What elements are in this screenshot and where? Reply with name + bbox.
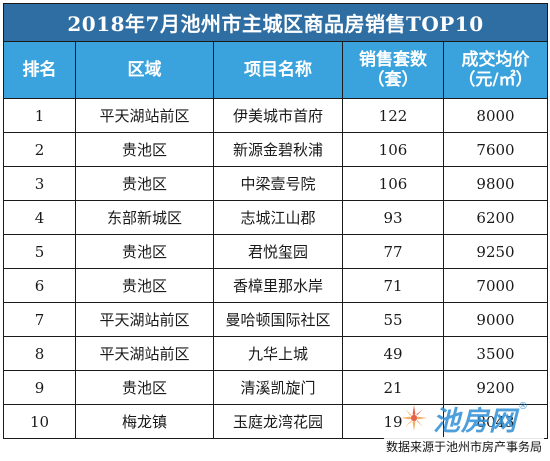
cell-project: 曼哈顿国际社区 bbox=[213, 302, 343, 337]
cell-price: 9800 bbox=[443, 166, 548, 201]
header-area: 区域 bbox=[75, 41, 214, 99]
cell-area: 贵池区 bbox=[75, 370, 214, 405]
cell-price: 8043 bbox=[443, 404, 548, 439]
cell-rank: 7 bbox=[3, 302, 76, 337]
cell-area: 梅龙镇 bbox=[75, 404, 214, 439]
cell-project: 新源金碧秋浦 bbox=[213, 132, 343, 167]
table-row: 7 平天湖站前区 曼哈顿国际社区 55 9000 bbox=[3, 302, 548, 337]
cell-sets: 122 bbox=[342, 98, 444, 133]
cell-price: 7000 bbox=[443, 268, 548, 303]
table-row: 5 贵池区 君悦玺园 77 9250 bbox=[3, 234, 548, 269]
table-header-row: 排名 区域 项目名称 销售套数 （套） 成交均价 （元/㎡） bbox=[3, 41, 548, 99]
cell-area: 平天湖站前区 bbox=[75, 336, 214, 371]
sales-ranking-table: 2018年7月池州市主城区商品房销售TOP10 排名 区域 项目名称 销售套数 … bbox=[3, 3, 548, 439]
cell-sets: 106 bbox=[342, 132, 444, 167]
cell-project: 中梁壹号院 bbox=[213, 166, 343, 201]
cell-price: 3500 bbox=[443, 336, 548, 371]
cell-rank: 9 bbox=[3, 370, 76, 405]
cell-price: 6200 bbox=[443, 200, 548, 235]
header-price-label: 成交均价 bbox=[461, 50, 530, 70]
cell-price: 9200 bbox=[443, 370, 548, 405]
header-price: 成交均价 （元/㎡） bbox=[443, 41, 548, 99]
table-row: 6 贵池区 香樟里那水岸 71 7000 bbox=[3, 268, 548, 303]
cell-sets: 19 bbox=[342, 404, 444, 439]
cell-project: 玉庭龙湾花园 bbox=[213, 404, 343, 439]
cell-area: 平天湖站前区 bbox=[75, 302, 214, 337]
header-sets-label: 销售套数 bbox=[359, 50, 427, 70]
cell-rank: 8 bbox=[3, 336, 76, 371]
cell-rank: 2 bbox=[3, 132, 76, 167]
table-title-row: 2018年7月池州市主城区商品房销售TOP10 bbox=[3, 3, 548, 42]
cell-project: 君悦玺园 bbox=[213, 234, 343, 269]
table-row: 8 平天湖站前区 九华上城 49 3500 bbox=[3, 336, 548, 371]
header-project: 项目名称 bbox=[213, 41, 343, 99]
cell-rank: 6 bbox=[3, 268, 76, 303]
cell-sets: 49 bbox=[342, 336, 444, 371]
table-row: 1 平天湖站前区 伊美城市首府 122 8000 bbox=[3, 98, 548, 133]
cell-project: 九华上城 bbox=[213, 336, 343, 371]
cell-price: 9250 bbox=[443, 234, 548, 269]
cell-rank: 4 bbox=[3, 200, 76, 235]
table-row: 9 贵池区 清溪凯旋门 21 9200 bbox=[3, 370, 548, 405]
header-price-unit: （元/㎡） bbox=[458, 70, 533, 90]
cell-project: 志城江山郡 bbox=[213, 200, 343, 235]
cell-sets: 71 bbox=[342, 268, 444, 303]
cell-rank: 1 bbox=[3, 98, 76, 133]
table-row: 3 贵池区 中梁壹号院 106 9800 bbox=[3, 166, 548, 201]
cell-project: 伊美城市首府 bbox=[213, 98, 343, 133]
table-title: 2018年7月池州市主城区商品房销售TOP10 bbox=[3, 3, 548, 42]
cell-area: 东部新城区 bbox=[75, 200, 214, 235]
table-row: 10 梅龙镇 玉庭龙湾花园 19 8043 bbox=[3, 404, 548, 439]
cell-rank: 3 bbox=[3, 166, 76, 201]
cell-price: 9000 bbox=[443, 302, 548, 337]
cell-area: 贵池区 bbox=[75, 132, 214, 167]
cell-sets: 55 bbox=[342, 302, 444, 337]
source-note: 数据来源于池州市房产事务局 bbox=[383, 437, 544, 456]
cell-area: 贵池区 bbox=[75, 268, 214, 303]
cell-project: 清溪凯旋门 bbox=[213, 370, 343, 405]
cell-sets: 21 bbox=[342, 370, 444, 405]
cell-area: 平天湖站前区 bbox=[75, 98, 214, 133]
cell-area: 贵池区 bbox=[75, 234, 214, 269]
cell-sets: 77 bbox=[342, 234, 444, 269]
cell-price: 7600 bbox=[443, 132, 548, 167]
cell-area: 贵池区 bbox=[75, 166, 214, 201]
cell-price: 8000 bbox=[443, 98, 548, 133]
header-sets: 销售套数 （套） bbox=[342, 41, 444, 99]
table-row: 4 东部新城区 志城江山郡 93 6200 bbox=[3, 200, 548, 235]
header-sets-unit: （套） bbox=[367, 70, 419, 90]
cell-rank: 10 bbox=[3, 404, 76, 439]
cell-sets: 106 bbox=[342, 166, 444, 201]
header-rank: 排名 bbox=[3, 41, 76, 99]
cell-sets: 93 bbox=[342, 200, 444, 235]
table-row: 2 贵池区 新源金碧秋浦 106 7600 bbox=[3, 132, 548, 167]
cell-rank: 5 bbox=[3, 234, 76, 269]
cell-project: 香樟里那水岸 bbox=[213, 268, 343, 303]
